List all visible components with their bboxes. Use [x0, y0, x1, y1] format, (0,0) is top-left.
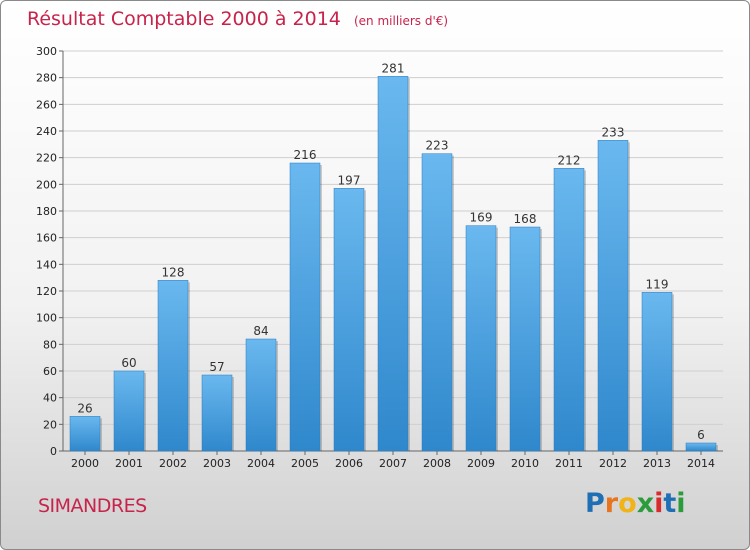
y-tick-label: 260 [36, 98, 57, 111]
y-tick-label: 240 [36, 125, 57, 138]
bar-value-label: 212 [558, 153, 581, 167]
y-tick-label: 120 [36, 285, 57, 298]
logo-letter: t [663, 488, 677, 519]
bar-value-label: 84 [253, 324, 268, 338]
x-tick-label: 2009 [467, 457, 495, 470]
bar-value-label: 6 [697, 428, 705, 442]
x-tick-label: 2007 [379, 457, 407, 470]
bar-value-label: 169 [470, 211, 493, 225]
bar-2009 [465, 225, 497, 452]
x-tick-label: 2012 [599, 457, 627, 470]
bar-value-label: 128 [162, 265, 185, 279]
logo-letter: x [636, 488, 655, 519]
y-tick-label: 100 [36, 312, 57, 325]
chart-title: Résultat Comptable 2000 à 2014 [27, 8, 341, 30]
x-tick-label: 2013 [643, 457, 671, 470]
y-tick-label: 40 [43, 392, 57, 405]
x-tick-label: 2000 [71, 457, 99, 470]
bar-2011 [553, 168, 585, 452]
y-tick-label: 60 [43, 365, 57, 378]
y-tick-label: 280 [36, 72, 57, 85]
logo-letter: P [585, 488, 605, 519]
commune-name: SIMANDRES [38, 495, 147, 517]
x-tick-label: 2001 [115, 457, 143, 470]
bar-2003 [201, 374, 233, 452]
bar-value-label: 216 [294, 148, 317, 162]
label-layer: 26 60 128 57 84 216 197 281 223 169 168 212 233 119 6 [77, 61, 704, 442]
logo-letter: r [604, 488, 619, 519]
bar-2002 [157, 280, 189, 452]
axis-layer: 0 20 40 60 80 100 120 140 160 180 200 220 240 260 280 3… [36, 45, 723, 470]
chart-title-block: Résultat Comptable 2000 à 2014 (en milli… [27, 8, 448, 30]
bar-value-label: 168 [514, 212, 537, 226]
y-tick-label: 300 [36, 45, 57, 58]
bar-value-label: 60 [121, 356, 136, 370]
logo-letter: o [618, 488, 637, 519]
chart-subtitle: (en milliers d'€) [353, 14, 449, 28]
bar-2000 [69, 416, 101, 452]
logo-letter: i [676, 488, 686, 519]
y-tick-label: 160 [36, 232, 57, 245]
bar-2010 [509, 226, 541, 452]
logo-letter: i [654, 488, 664, 519]
x-tick-label: 2006 [335, 457, 363, 470]
bar-value-label: 119 [646, 277, 669, 291]
proxiti-logo[interactable]: Proxiti [585, 488, 686, 519]
x-tick-label: 2010 [511, 457, 539, 470]
bar-value-label: 281 [382, 61, 405, 75]
x-tick-label: 2008 [423, 457, 451, 470]
y-tick-label: 140 [36, 258, 57, 271]
y-tick-label: 20 [43, 418, 57, 431]
bar-value-label: 57 [209, 360, 224, 374]
bar-2007 [377, 76, 409, 452]
bar-2012 [597, 140, 629, 452]
y-tick-label: 80 [43, 338, 57, 351]
bar-value-label: 26 [77, 401, 92, 415]
y-tick-label: 0 [50, 445, 57, 458]
bar-2001 [113, 370, 145, 452]
y-tick-label: 220 [36, 152, 57, 165]
x-tick-label: 2014 [687, 457, 715, 470]
x-tick-label: 2011 [555, 457, 583, 470]
y-tick-label: 180 [36, 205, 57, 218]
x-tick-label: 2005 [291, 457, 319, 470]
bar-value-label: 223 [426, 139, 449, 153]
bar-2004 [245, 338, 277, 452]
bar-2005 [289, 162, 321, 452]
bar-layer [69, 76, 718, 452]
bar-value-label: 233 [602, 125, 625, 139]
bar-2013 [641, 292, 673, 452]
bar-2008 [421, 153, 453, 452]
x-tick-label: 2004 [247, 457, 275, 470]
bar-value-label: 197 [338, 173, 361, 187]
x-tick-label: 2002 [159, 457, 187, 470]
y-tick-label: 200 [36, 178, 57, 191]
x-tick-label: 2003 [203, 457, 231, 470]
bar-2006 [333, 188, 365, 452]
bar-2014 [685, 442, 717, 452]
